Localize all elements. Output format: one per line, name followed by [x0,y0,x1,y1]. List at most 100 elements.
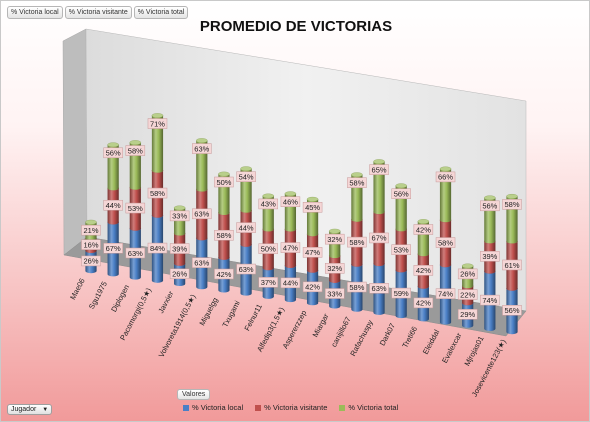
data-label-20-series-2: 61% [502,259,522,271]
data-label-9-series-2: 50% [258,243,279,254]
data-label-17-series-3: 66% [435,171,456,183]
data-label-text-11-2: 47% [305,248,320,257]
data-label-6-series-3: 63% [192,143,212,154]
data-label-box-12-3 [324,233,345,245]
data-label-18-series-3: 26% [457,268,478,280]
data-label-text-19-3: 56% [482,202,497,211]
data-label-text-11-1: 42% [305,283,320,292]
data-label-16-series-3: 42% [413,224,434,235]
data-label-text-9-1: 37% [261,278,276,287]
bar-top-12-series-3 [328,228,341,234]
data-label-box-18-2 [457,289,478,300]
data-label-text-11-3: 45% [305,203,320,212]
data-label-10-series-3: 46% [280,196,301,207]
legend-swatch-total [339,404,346,411]
field-button-total[interactable]: % Victoria total [133,6,189,19]
data-label-20-series-1: 56% [502,305,522,316]
data-label-text-17-2: 58% [438,238,453,247]
data-label-18-series-1: 29% [457,309,478,320]
legend-label-local: % Victoria local [192,403,244,412]
bar-stack-19 [484,195,496,331]
bar-top-8-series-3 [240,166,252,172]
data-label-text-15-3: 56% [394,190,409,199]
data-label-box-13-3 [347,177,367,188]
category-label-7: Miguelgg [197,296,219,327]
data-label-7-series-3: 50% [214,176,234,188]
data-label-10-series-2: 47% [280,242,301,253]
values-field-button[interactable]: Valores [177,389,211,400]
data-label-5-series-3: 33% [169,210,190,222]
jugador-filter-label: Jugador [11,406,37,413]
category-label-8: Txugami [220,299,242,329]
data-label-text-3-3: 58% [128,146,143,155]
data-label-box-10-3 [280,196,301,207]
data-label-7-series-2: 58% [214,229,234,241]
legend-item-total: % Victoria total [339,403,398,412]
data-label-4-series-3: 71% [147,118,168,129]
data-label-text-4-1: 84% [150,244,165,253]
data-label-6-series-2: 63% [192,208,212,220]
bar-top-1-series-3 [85,219,97,225]
bar-top-6-series-3 [196,138,208,143]
data-label-text-6-3: 63% [194,144,209,153]
data-label-text-20-3: 58% [504,200,519,209]
data-label-14-series-1: 63% [369,283,389,294]
data-label-box-17-1 [435,288,456,299]
data-label-box-20-2 [502,259,522,271]
data-label-11-series-2: 47% [302,247,323,258]
field-button-local[interactable]: % Victoria local [7,6,63,19]
data-label-12-series-1: 33% [324,288,345,299]
bar-top-16-series-3 [417,219,430,224]
data-label-9-series-3: 43% [258,198,279,210]
data-label-text-17-1: 74% [438,289,453,298]
data-label-text-7-2: 58% [216,231,231,240]
data-label-19-series-2: 39% [480,251,500,262]
data-label-box-3-3 [125,145,146,156]
data-label-text-7-1: 42% [216,270,231,279]
data-label-box-5-2 [169,243,190,254]
data-label-box-7-3 [214,176,234,188]
data-label-13-series-3: 58% [347,177,367,188]
legend-item-local: % Victoria local [183,403,243,412]
data-label-box-13-1 [347,281,367,293]
data-label-box-19-2 [480,251,500,262]
field-button-visitante[interactable]: % Victoria visitante [64,6,132,19]
data-label-box-14-3 [369,164,389,175]
data-label-box-15-3 [391,188,411,199]
data-label-text-20-2: 61% [504,261,519,270]
bar-top-20-series-3 [506,194,518,199]
data-label-text-6-2: 63% [194,210,209,219]
data-label-1-series-3: 21% [81,224,101,236]
data-label-box-1-3 [81,224,101,236]
bar-top-4-series-3 [151,113,164,118]
data-label-14-series-3: 65% [369,164,389,175]
data-label-text-16-2: 42% [416,266,431,275]
legend: % Victoria local % Victoria visitante % … [183,403,398,412]
category-label-9: Felnur11 [242,302,264,332]
category-label-5: Javxier [156,289,175,315]
data-label-box-6-1 [192,257,212,268]
data-label-19-series-1: 74% [480,294,500,306]
data-label-15-series-3: 56% [391,188,411,199]
data-label-text-14-1: 63% [372,284,387,293]
data-label-box-1-1 [81,255,101,267]
data-label-15-series-1: 59% [391,287,411,299]
data-label-text-1-1: 26% [83,257,98,266]
data-label-box-16-2 [413,265,434,276]
data-label-box-15-1 [391,287,411,299]
data-label-text-19-2: 39% [482,252,497,261]
data-label-box-9-1 [258,277,279,288]
data-label-box-19-1 [480,294,500,306]
data-label-text-2-2: 44% [106,201,121,210]
data-label-text-18-2: 22% [460,290,475,299]
jugador-filter-dropdown[interactable]: Jugador ▼ [7,404,53,415]
data-label-box-16-3 [413,224,434,235]
data-label-box-8-2 [236,222,256,233]
chart-title: PROMEDIO DE VICTORIAS [199,18,393,35]
data-label-text-8-2: 44% [239,223,254,232]
data-label-12-series-2: 32% [324,263,345,274]
data-label-box-20-1 [502,305,522,316]
legend-label-total: % Victoria total [348,403,399,412]
